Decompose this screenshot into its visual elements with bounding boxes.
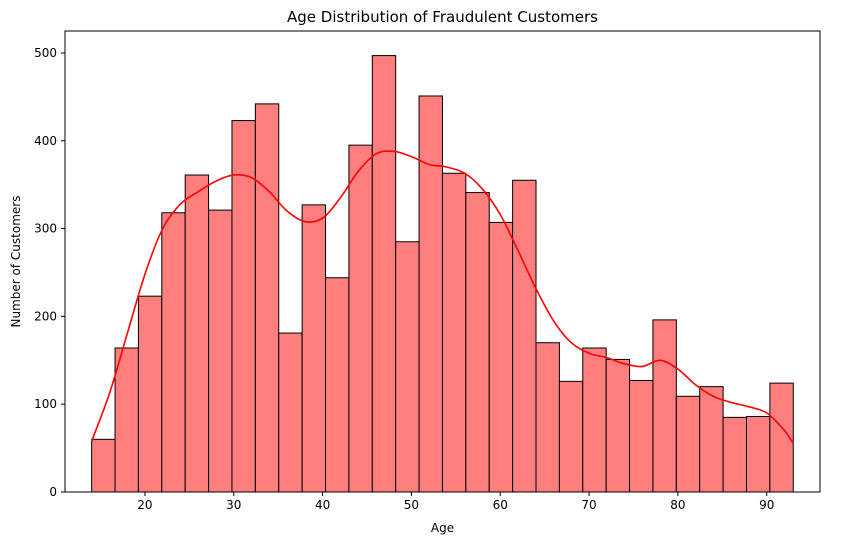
y-tick-label: 300 <box>34 222 57 236</box>
histogram-bar <box>652 319 677 493</box>
histogram-bar <box>114 347 139 493</box>
histogram-bar <box>184 174 210 493</box>
histogram-bar <box>278 332 303 493</box>
histogram-bar <box>348 144 373 493</box>
x-tick-label: 60 <box>493 498 508 512</box>
histogram-bar <box>395 241 420 493</box>
histogram-bar <box>371 55 397 493</box>
x-tick-label: 70 <box>581 498 596 512</box>
histogram-bar <box>745 415 771 493</box>
histogram-bar <box>582 347 607 493</box>
histogram-bar <box>301 204 327 493</box>
x-tick-label: 50 <box>404 498 419 512</box>
histogram-bar <box>699 386 724 493</box>
histogram-bar <box>675 395 701 493</box>
y-tick-label: 0 <box>49 485 57 499</box>
histogram-bar <box>465 192 490 493</box>
histogram-bar <box>137 295 163 493</box>
histogram-bar <box>488 221 514 493</box>
histogram-bar <box>254 103 280 493</box>
histogram-bar <box>208 209 233 493</box>
y-tick-label: 400 <box>34 134 57 148</box>
histogram-bar <box>325 277 350 493</box>
histogram-bar <box>418 95 443 493</box>
y-axis-ticks: 0 100 200 300 400 500 <box>34 46 65 499</box>
y-tick-label: 100 <box>34 397 57 411</box>
kde-curve <box>90 150 795 445</box>
x-tick-label: 80 <box>670 498 685 512</box>
y-axis-label: Number of Customers <box>9 196 23 328</box>
x-tick-label: 30 <box>226 498 241 512</box>
histogram-bar <box>535 342 560 493</box>
histogram-bar <box>161 212 186 493</box>
histogram-bar <box>441 172 467 493</box>
x-tick-label: 20 <box>137 498 152 512</box>
x-axis-label: Age <box>431 521 454 535</box>
histogram-bar <box>558 380 584 493</box>
y-tick-label: 500 <box>34 46 57 60</box>
histogram-bar <box>722 416 747 493</box>
x-tick-label: 40 <box>315 498 330 512</box>
histogram-bar <box>629 379 654 493</box>
histogram-bar <box>231 120 256 493</box>
histogram-bar <box>605 358 631 493</box>
plot-frame <box>64 30 821 493</box>
chart-title: Age Distribution of Fraudulent Customers <box>287 8 598 26</box>
bars-group <box>91 55 794 493</box>
y-tick-label: 200 <box>34 309 57 323</box>
histogram-bar <box>91 438 116 493</box>
x-axis-ticks: 20 30 40 50 60 70 80 90 <box>137 492 774 512</box>
histogram-bar <box>512 179 537 493</box>
x-tick-label: 90 <box>759 498 774 512</box>
